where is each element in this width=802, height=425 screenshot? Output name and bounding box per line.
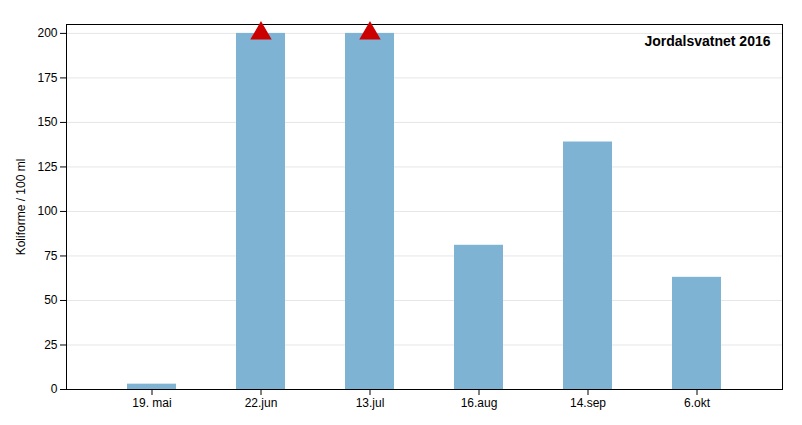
svg-text:175: 175	[37, 71, 57, 85]
svg-text:Jordalsvatnet 2016: Jordalsvatnet 2016	[644, 33, 770, 49]
svg-text:75: 75	[44, 249, 58, 263]
svg-text:100: 100	[37, 204, 57, 218]
svg-text:125: 125	[37, 160, 57, 174]
svg-text:19. mai: 19. mai	[132, 396, 171, 410]
svg-text:6.okt: 6.okt	[684, 396, 711, 410]
svg-text:16.aug: 16.aug	[461, 396, 498, 410]
svg-text:13.jul: 13.jul	[356, 396, 385, 410]
svg-text:25: 25	[44, 338, 58, 352]
svg-text:0: 0	[51, 382, 58, 396]
svg-text:Koliforme / 100 ml: Koliforme / 100 ml	[14, 159, 28, 256]
svg-text:14.sep: 14.sep	[570, 396, 606, 410]
svg-text:150: 150	[37, 115, 57, 129]
svg-text:22.jun: 22.jun	[245, 396, 278, 410]
svg-text:50: 50	[44, 293, 58, 307]
svg-text:200: 200	[37, 26, 57, 40]
